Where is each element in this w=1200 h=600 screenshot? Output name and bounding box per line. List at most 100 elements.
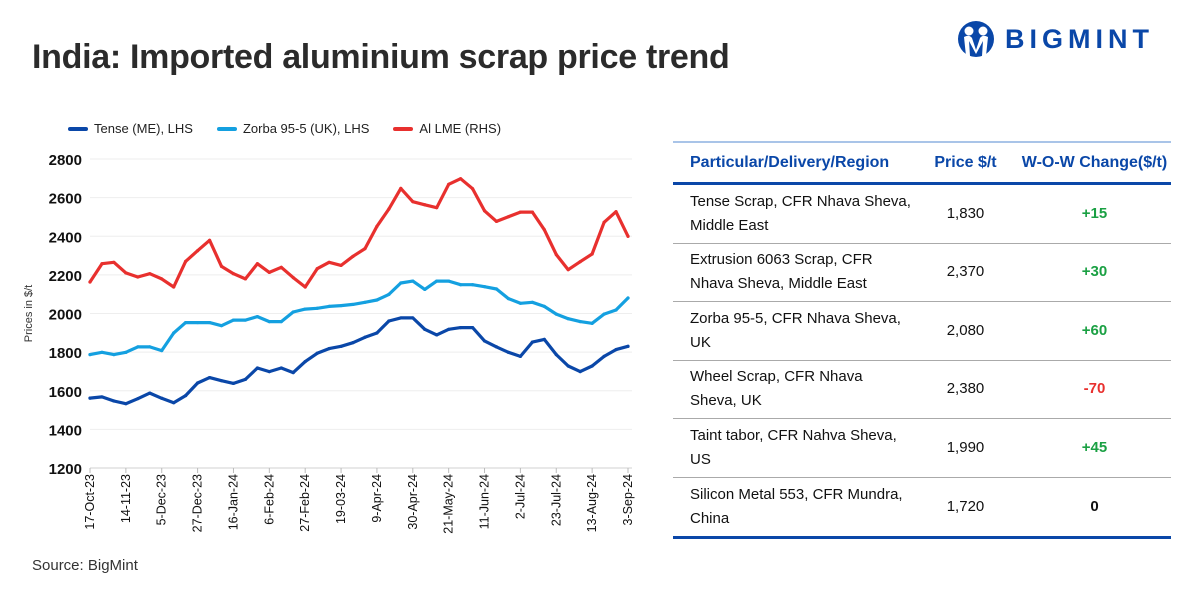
data-point-lme — [554, 252, 558, 257]
data-point-lme — [363, 247, 367, 251]
x-tick-label: 30-Apr-24 — [406, 474, 420, 530]
y-axis-label: Prices in $/t — [23, 285, 35, 342]
data-point-zorba — [530, 300, 534, 304]
data-point-lme — [578, 260, 582, 264]
y-tick-label: 2800 — [49, 152, 82, 169]
data-point-zorba — [315, 306, 319, 310]
data-point-lme — [626, 234, 630, 238]
series-line-lme — [88, 177, 630, 289]
data-point-lme — [387, 207, 391, 211]
x-tick-label: 17-Oct-23 — [83, 474, 97, 530]
data-point-zorba — [363, 300, 367, 304]
data-point-zorba — [243, 318, 248, 322]
row-price: 1,830 — [946, 204, 985, 222]
data-point-zorba — [124, 350, 128, 354]
data-point-tense — [339, 344, 343, 348]
bigmint-logo-icon — [958, 21, 994, 57]
y-tick-label: 1200 — [49, 461, 82, 478]
data-point-tense — [148, 391, 152, 395]
data-point-lme — [172, 285, 176, 289]
data-point-lme — [602, 220, 606, 224]
data-point-tense — [602, 354, 606, 358]
row-price: 1,990 — [946, 438, 985, 456]
data-point-lme — [148, 272, 152, 276]
table-row: Tense Scrap, CFR Nhava Sheva, Middle Eas… — [673, 185, 1171, 244]
data-point-lme — [196, 249, 200, 253]
row-price: 1,720 — [946, 497, 985, 515]
data-point-lme — [327, 260, 331, 264]
data-point-lme — [136, 275, 140, 279]
data-point-zorba — [566, 317, 570, 321]
x-tick-label: 21-May-24 — [442, 474, 456, 534]
data-point-lme — [590, 252, 594, 256]
price-table: Particular/Delivery/Region Price $/t W-O… — [673, 141, 1171, 539]
row-item: Zorba 95-5, CFR Nhava Sheva, UK — [690, 309, 901, 351]
logo-text: BIGMINT — [1005, 23, 1154, 54]
data-point-tense — [327, 347, 331, 351]
series-line-zorba — [88, 279, 630, 357]
legend-item-zorba: Zorba 95-5 (UK), LHS — [216, 121, 370, 136]
data-point-zorba — [339, 303, 343, 308]
data-point-tense — [363, 335, 367, 339]
data-point-zorba — [554, 312, 558, 316]
data-point-lme — [184, 259, 188, 263]
legend-swatch-lme — [393, 126, 414, 131]
x-tick-label: 9-Apr-24 — [370, 474, 384, 523]
data-point-lme — [530, 210, 534, 214]
data-point-lme — [207, 238, 212, 242]
y-tick-label: 1800 — [49, 345, 82, 362]
data-point-zorba — [327, 304, 331, 308]
data-point-zorba — [136, 345, 140, 349]
row-change: +45 — [1081, 438, 1108, 456]
data-point-tense — [291, 370, 295, 375]
data-point-tense — [506, 350, 511, 354]
data-point-lme — [267, 270, 271, 274]
data-point-lme — [518, 210, 523, 214]
data-point-tense — [375, 331, 379, 335]
data-point-zorba — [351, 302, 355, 307]
data-point-lme — [339, 263, 343, 268]
data-point-tense — [351, 341, 355, 345]
data-point-tense — [100, 395, 104, 399]
data-point-lme — [494, 219, 499, 223]
x-tick-label: 27-Dec-23 — [191, 474, 205, 532]
legend-label-zorba: Zorba 95-5 (UK), LHS — [242, 121, 370, 136]
data-point-tense — [578, 370, 582, 374]
x-tick-label: 27-Feb-24 — [298, 474, 312, 532]
data-point-zorba — [196, 320, 200, 325]
row-price: 2,380 — [946, 380, 985, 398]
data-point-zorba — [614, 308, 618, 312]
data-point-lme — [100, 262, 104, 266]
series-line-tense — [88, 316, 630, 406]
data-point-lme — [506, 215, 511, 219]
data-point-zorba — [267, 320, 271, 324]
data-point-tense — [387, 319, 391, 323]
data-point-tense — [530, 340, 534, 344]
data-point-tense — [136, 397, 140, 401]
header-particular: Particular/Delivery/Region — [690, 153, 890, 171]
data-point-zorba — [626, 296, 630, 300]
data-point-zorba — [291, 310, 295, 314]
data-point-lme — [255, 262, 259, 266]
table-row: Silicon Metal 553, CFR Mundra, China 1,72… — [673, 478, 1171, 539]
row-item: Wheel Scrap, CFR Nhava Sheva, UK — [690, 368, 863, 410]
data-point-zorba — [435, 279, 439, 283]
line-chart: 2800 2600 2400 2200 2000 1800 1600 1400 1200 Pric… — [23, 152, 635, 534]
data-point-zorba — [303, 307, 307, 311]
row-price: 2,080 — [946, 321, 985, 339]
data-point-zorba — [160, 348, 164, 353]
data-point-zorba — [506, 297, 511, 301]
data-point-tense — [411, 316, 415, 320]
legend-item-tense: Tense (ME), LHS — [68, 121, 193, 136]
data-point-zorba — [411, 279, 415, 283]
x-tick-label: 3-Sep-24 — [621, 474, 635, 525]
data-point-zorba — [375, 298, 379, 302]
data-point-zorba — [88, 353, 92, 357]
data-point-zorba — [423, 287, 427, 291]
x-tick-label: 2-Jul-24 — [513, 474, 527, 519]
x-tick-label: 5-Dec-23 — [155, 474, 169, 525]
y-tick-label: 2600 — [49, 191, 82, 208]
table-row: Wheel Scrap, CFR Nhava Sheva, UK 2,380 -70 — [673, 361, 1171, 419]
data-point-tense — [447, 327, 451, 331]
table-row: Extrusion 6063 Scrap, CFR Nhava Sheva, M… — [673, 244, 1171, 302]
